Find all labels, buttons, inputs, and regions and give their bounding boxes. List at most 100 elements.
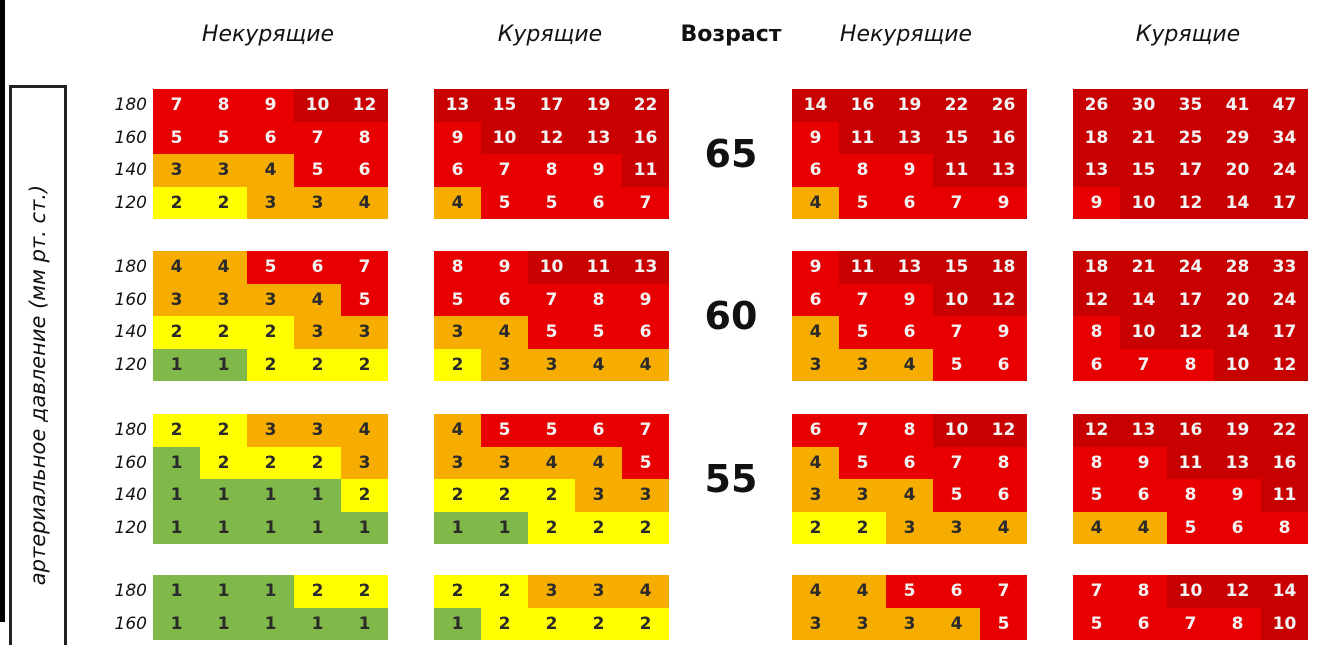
risk-cell: 4 [575,348,622,381]
risk-cell: 26 [980,89,1027,122]
risk-cell: 17 [528,89,575,122]
bp-label: 120 [114,517,147,538]
risk-cell: 12 [1073,283,1120,316]
risk-cell: 5 [1167,511,1214,544]
age-label: 65 [704,132,758,176]
risk-cell: 6 [1073,348,1120,381]
risk-cell: 10 [1214,348,1261,381]
risk-cell: 13 [434,89,481,122]
risk-cell: 3 [481,348,528,381]
risk-cell: 9 [980,316,1027,349]
risk-cell: 14 [1261,575,1308,608]
risk-cell: 3 [341,316,388,349]
risk-cell: 2 [434,348,481,381]
risk-cell: 10 [1261,607,1308,640]
risk-cell: 2 [341,479,388,512]
risk-cell: 13 [622,251,669,284]
risk-cell: 1 [153,511,200,544]
risk-cell: 3 [886,607,933,640]
risk-cell: 4 [886,479,933,512]
risk-cell: 14 [1214,316,1261,349]
risk-cell: 9 [1073,186,1120,219]
risk-cell: 1 [200,479,247,512]
bp-label: 180 [114,257,147,277]
risk-cell: 6 [980,479,1027,512]
bp-label: 160 [114,127,147,148]
risk-cell: 5 [341,283,388,316]
risk-cell: 15 [933,251,980,284]
risk-cell: 3 [247,283,294,316]
risk-cell: 1 [153,607,200,640]
risk-cell: 6 [886,186,933,219]
risk-cell: 5 [622,446,669,479]
risk-cell: 2 [294,446,341,479]
risk-cell: 5 [153,121,200,154]
risk-cell: 13 [1073,154,1120,187]
risk-cell: 3 [839,479,886,512]
risk-cell: 2 [153,316,200,349]
header-nonsmokers-left: Некурящие [201,22,335,47]
risk-cell: 3 [247,414,294,447]
header-nonsmokers-right: Некурящие [839,22,973,47]
risk-cell: 9 [886,283,933,316]
risk-cell: 3 [575,575,622,608]
risk-cell: 16 [980,121,1027,154]
risk-cell: 1 [153,446,200,479]
risk-cell: 2 [341,575,388,608]
risk-cell: 5 [839,186,886,219]
risk-cell: 7 [528,283,575,316]
risk-cell: 7 [294,121,341,154]
risk-cell: 2 [528,511,575,544]
risk-cell: 5 [247,251,294,284]
risk-cell: 15 [481,89,528,122]
risk-cell: 20 [1214,283,1261,316]
risk-cell: 8 [1261,511,1308,544]
risk-cell: 16 [839,89,886,122]
risk-cell: 9 [1214,479,1261,512]
risk-cell: 4 [792,446,839,479]
risk-cell: 7 [839,414,886,447]
risk-cell: 19 [886,89,933,122]
risk-cell: 9 [886,154,933,187]
risk-cell: 8 [341,121,388,154]
risk-cell: 12 [1073,414,1120,447]
risk-cell: 11 [622,154,669,187]
risk-cell: 14 [792,89,839,122]
risk-cell: 4 [153,251,200,284]
risk-cell: 5 [200,121,247,154]
risk-cell: 7 [1120,348,1167,381]
risk-cell: 3 [575,479,622,512]
risk-cell: 7 [153,89,200,122]
risk-cell: 6 [933,575,980,608]
risk-cell: 8 [1167,348,1214,381]
risk-cell: 47 [1261,89,1308,122]
risk-cell: 9 [434,121,481,154]
risk-cell: 18 [1073,251,1120,284]
risk-cell: 4 [792,186,839,219]
risk-cell: 2 [481,479,528,512]
risk-cell: 3 [792,479,839,512]
risk-cell: 7 [980,575,1027,608]
axis-label-box [9,85,67,645]
bp-label: 120 [114,192,147,213]
risk-cell: 6 [434,154,481,187]
risk-cell: 6 [980,348,1027,381]
risk-cell: 1 [247,479,294,512]
risk-cell: 1 [153,348,200,381]
age-label: 60 [704,294,758,338]
risk-cell: 7 [1167,607,1214,640]
risk-cell: 9 [1120,446,1167,479]
risk-cell: 10 [1120,316,1167,349]
risk-cell: 5 [839,446,886,479]
risk-cell: 11 [1261,479,1308,512]
risk-cell: 34 [1261,121,1308,154]
bp-label: 160 [114,613,147,634]
risk-cell: 13 [980,154,1027,187]
risk-cell: 6 [1120,479,1167,512]
risk-cell: 2 [247,316,294,349]
risk-cell: 2 [247,446,294,479]
risk-cell: 3 [528,575,575,608]
risk-cell: 11 [575,251,622,284]
risk-cell: 2 [294,348,341,381]
risk-cell: 5 [528,186,575,219]
